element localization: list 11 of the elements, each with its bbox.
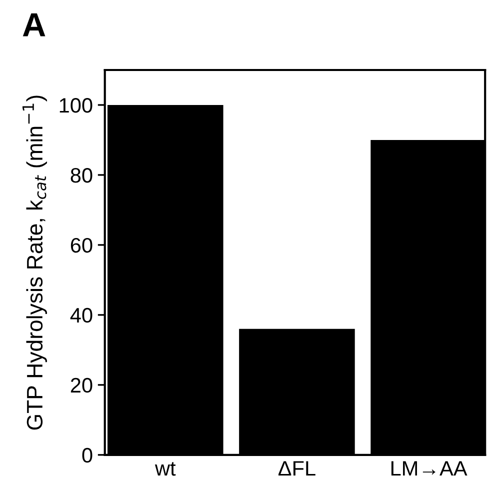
y-axis-title: GTP Hydrolysis Rate, k$_{cat}$ (min$^{−1}$)	[22, 96, 47, 430]
x-tick-label: ΔFL	[278, 461, 316, 476]
y-tick-label: 40	[70, 308, 92, 323]
y-tick-label: 20	[70, 378, 92, 393]
y-tick-label: 100	[60, 98, 92, 113]
y-tick-label: 0	[82, 448, 92, 463]
y-tick-label: 80	[70, 168, 92, 183]
y-tick-label: 60	[70, 238, 92, 253]
chart-title: A	[22, 13, 46, 36]
x-tick-label: wt	[154, 462, 176, 476]
x-tick-label: LM→AA	[391, 461, 468, 476]
